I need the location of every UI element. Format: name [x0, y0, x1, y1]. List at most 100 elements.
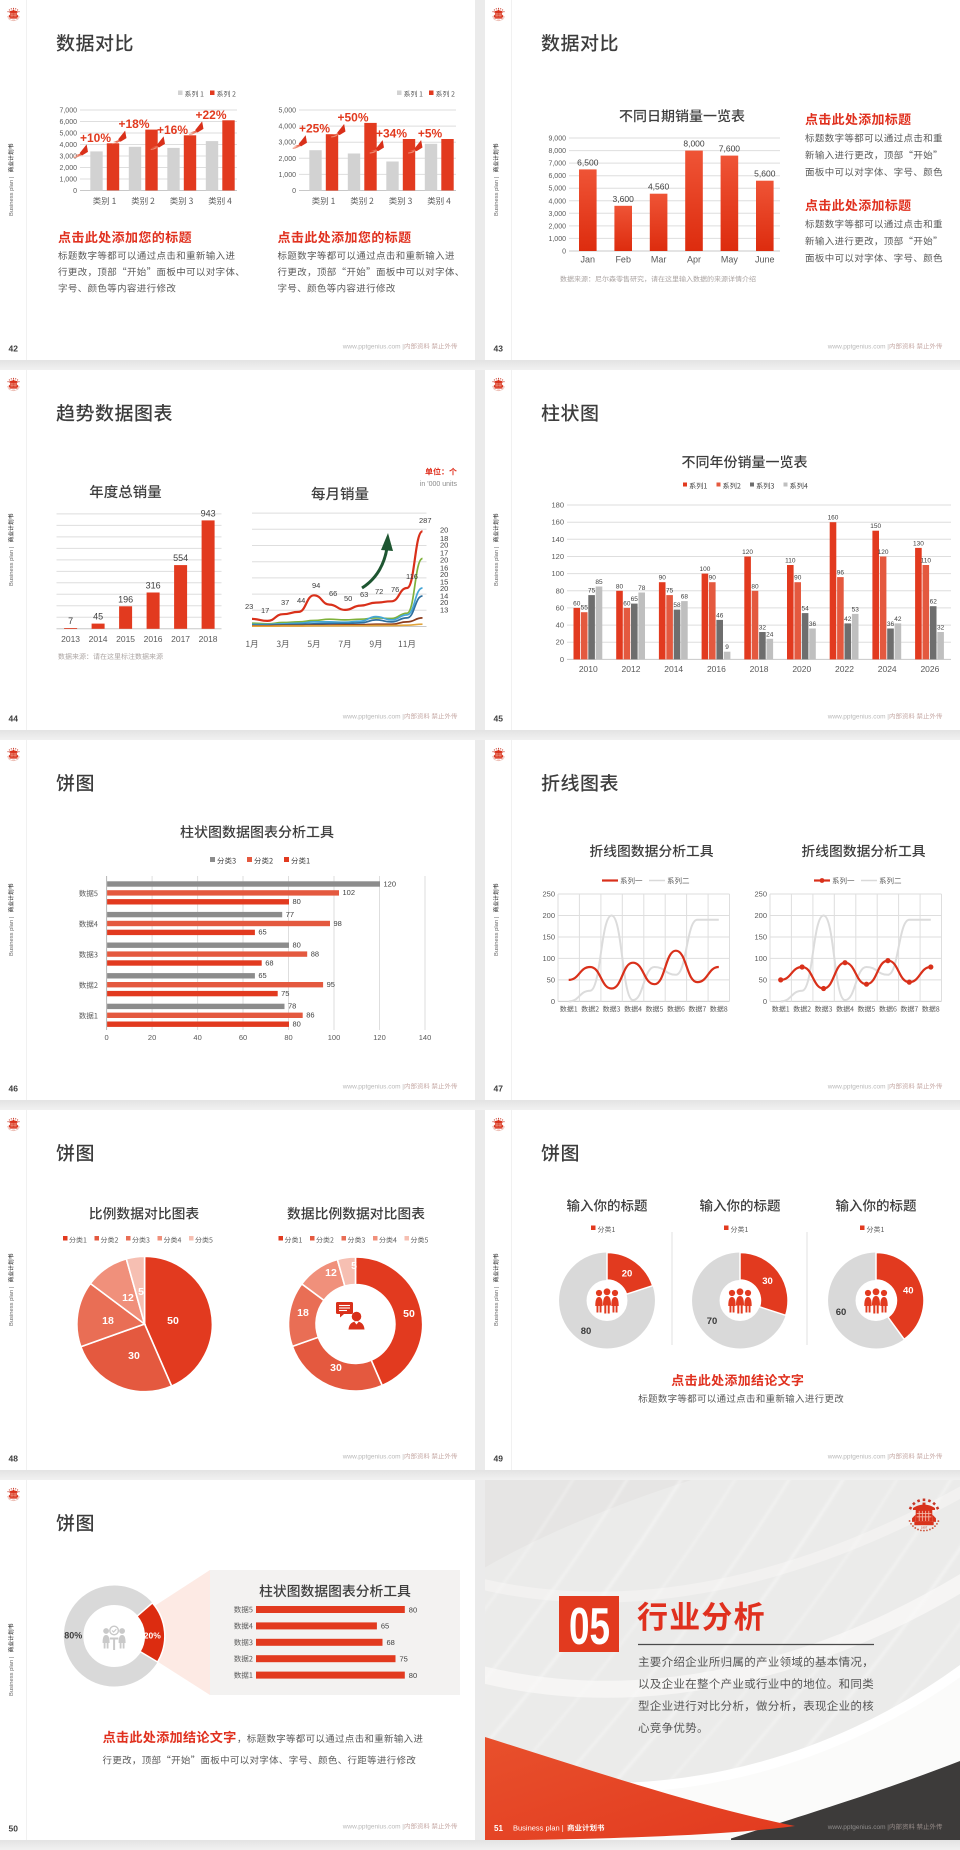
svg-text:140: 140 — [551, 535, 564, 544]
svg-text:8,000: 8,000 — [683, 139, 705, 149]
svg-text:Business plan |: Business plan | — [513, 1824, 564, 1833]
svg-text:7: 7 — [68, 616, 73, 626]
svg-text:102: 102 — [343, 888, 356, 897]
svg-text:76: 76 — [391, 585, 399, 594]
svg-text:2018: 2018 — [750, 664, 769, 674]
svg-text:100: 100 — [551, 569, 564, 578]
svg-text:44: 44 — [9, 714, 19, 724]
svg-text:120: 120 — [373, 1033, 386, 1042]
svg-text:3,000: 3,000 — [548, 211, 566, 218]
svg-text:287: 287 — [419, 516, 432, 525]
svg-text:60: 60 — [623, 600, 631, 607]
svg-text:50: 50 — [547, 975, 555, 984]
svg-text:12: 12 — [122, 1292, 134, 1304]
svg-text:47: 47 — [494, 1084, 504, 1094]
svg-text:2022: 2022 — [835, 664, 854, 674]
svg-text:Business plan |: Business plan | — [9, 1657, 15, 1696]
svg-text:75: 75 — [400, 1655, 408, 1664]
svg-text:+22%: +22% — [195, 108, 226, 122]
svg-text:60: 60 — [556, 603, 564, 612]
svg-text:0: 0 — [763, 997, 767, 1006]
svg-text:50: 50 — [403, 1308, 415, 1320]
svg-text:20: 20 — [440, 556, 448, 565]
svg-text:90: 90 — [659, 575, 667, 582]
svg-text:86: 86 — [306, 1011, 314, 1020]
svg-text:3,000: 3,000 — [59, 154, 77, 161]
svg-text:150: 150 — [870, 523, 881, 530]
svg-text:7,000: 7,000 — [59, 108, 77, 115]
svg-text:70: 70 — [707, 1316, 718, 1327]
svg-text:32: 32 — [937, 625, 945, 632]
svg-text:May: May — [721, 255, 739, 265]
svg-text:80: 80 — [293, 897, 301, 906]
svg-text:2017: 2017 — [171, 634, 190, 644]
svg-text:75: 75 — [588, 588, 596, 595]
svg-text:100: 100 — [699, 566, 710, 573]
svg-text:32: 32 — [759, 625, 767, 632]
svg-text:200: 200 — [542, 911, 555, 920]
svg-text:110: 110 — [785, 558, 796, 565]
svg-text:45: 45 — [494, 714, 504, 724]
svg-text:Business plan |: Business plan | — [494, 1287, 500, 1326]
svg-text:2024: 2024 — [878, 664, 897, 674]
svg-text:45: 45 — [93, 612, 103, 622]
svg-text:100: 100 — [542, 954, 555, 963]
svg-text:7,000: 7,000 — [548, 161, 566, 168]
svg-text:2,000: 2,000 — [278, 156, 296, 163]
svg-text:68: 68 — [265, 958, 273, 967]
svg-text:20: 20 — [622, 1269, 633, 1280]
svg-text:51: 51 — [494, 1824, 503, 1833]
svg-text:80: 80 — [409, 1605, 417, 1614]
svg-text:in '000 units: in '000 units — [420, 481, 458, 488]
svg-text:2013: 2013 — [61, 634, 80, 644]
svg-text:98: 98 — [334, 919, 342, 928]
svg-text:36: 36 — [887, 621, 895, 628]
svg-text:Business plan |: Business plan | — [9, 917, 15, 956]
svg-text:46: 46 — [716, 612, 724, 619]
svg-text:0: 0 — [73, 188, 77, 195]
svg-text:+50%: +50% — [337, 110, 368, 124]
svg-text:+5%: +5% — [418, 127, 443, 141]
svg-text:78: 78 — [288, 1002, 296, 1011]
svg-text:2018: 2018 — [199, 634, 218, 644]
svg-text:50: 50 — [759, 975, 767, 984]
svg-text:60: 60 — [573, 600, 581, 607]
svg-text:6,000: 6,000 — [548, 173, 566, 180]
svg-text:54: 54 — [801, 606, 809, 613]
svg-text:20: 20 — [440, 584, 448, 593]
svg-text:7,600: 7,600 — [719, 144, 741, 154]
svg-text:50: 50 — [344, 594, 352, 603]
svg-text:20: 20 — [440, 598, 448, 607]
svg-text:2014: 2014 — [89, 634, 108, 644]
svg-text:13: 13 — [440, 606, 448, 615]
svg-text:36: 36 — [809, 621, 817, 628]
svg-text:42: 42 — [9, 344, 19, 354]
svg-text:40: 40 — [903, 1286, 914, 1297]
svg-text:0: 0 — [105, 1033, 109, 1042]
svg-text:72: 72 — [375, 587, 383, 596]
svg-text:96: 96 — [837, 570, 845, 577]
svg-text:4,560: 4,560 — [648, 182, 670, 192]
svg-text:30: 30 — [128, 1350, 140, 1362]
svg-text:120: 120 — [742, 549, 753, 556]
svg-text:50: 50 — [167, 1315, 179, 1327]
svg-text:Business plan |: Business plan | — [9, 1287, 15, 1326]
svg-text:+18%: +18% — [118, 117, 149, 131]
svg-text:68: 68 — [681, 594, 689, 601]
svg-text:120: 120 — [384, 879, 397, 888]
svg-text:20: 20 — [148, 1033, 156, 1042]
svg-text:80: 80 — [556, 586, 564, 595]
svg-text:250: 250 — [542, 890, 555, 899]
svg-text:55: 55 — [581, 605, 589, 612]
svg-text:0: 0 — [292, 188, 296, 195]
svg-text:+25%: +25% — [299, 122, 330, 136]
svg-text:3,000: 3,000 — [278, 140, 296, 147]
svg-text:43: 43 — [494, 344, 504, 354]
svg-text:65: 65 — [631, 596, 639, 603]
svg-text:40: 40 — [193, 1033, 201, 1042]
svg-text:42: 42 — [894, 616, 902, 623]
svg-text:3,600: 3,600 — [613, 194, 635, 204]
svg-text:75: 75 — [666, 588, 674, 595]
svg-text:Business plan |: Business plan | — [9, 547, 15, 586]
svg-text:120: 120 — [878, 549, 889, 556]
